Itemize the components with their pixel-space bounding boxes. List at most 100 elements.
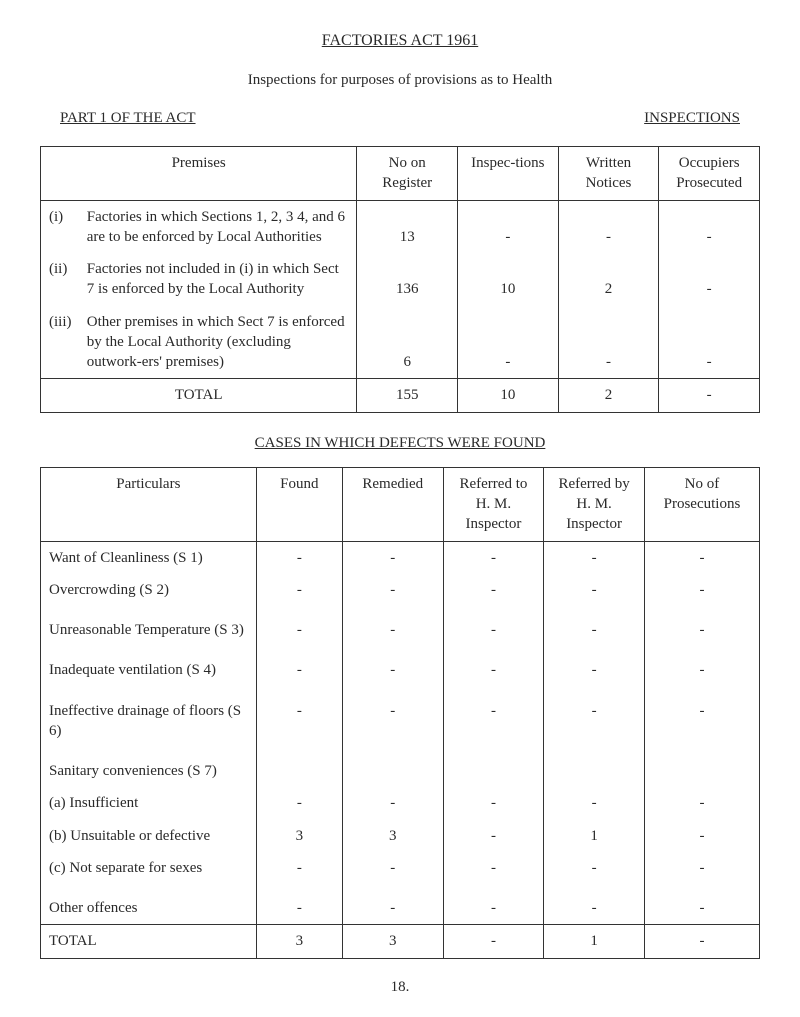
table-row: Sanitary conveniences (S 7) [41,747,760,787]
cell: - [342,852,443,884]
table-row: (a) Insufficient----- [41,787,760,819]
particulars-cell: (b) Unsuitable or defective [41,820,257,852]
col-prosecutions: No of Prosecutions [644,467,759,541]
cell: - [443,574,544,606]
page-number: 18. [40,977,760,997]
cell: - [443,541,544,574]
cell: - [458,306,559,379]
particulars-cell: Unreasonable Temperature (S 3) [41,606,257,646]
cell: - [443,787,544,819]
col-particulars: Particulars [41,467,257,541]
cell: - [256,787,342,819]
cell: - [256,574,342,606]
cell: - [342,646,443,686]
row-roman: (iii) [49,312,83,332]
particulars-cell: Other offences [41,884,257,925]
cell: - [256,687,342,748]
cell: 3 [256,925,342,958]
cell: - [659,379,760,412]
cell: - [558,306,659,379]
col-inspections: Inspec-tions [458,147,559,201]
row-roman: (i) [49,207,83,227]
cell: - [256,606,342,646]
cell: - [644,884,759,925]
total-label: TOTAL [41,925,257,958]
cell: 6 [357,306,458,379]
cell: - [256,852,342,884]
cell: - [644,787,759,819]
cell: - [544,646,645,686]
cell: 2 [558,253,659,306]
cell: 2 [558,379,659,412]
cell: 1 [544,925,645,958]
cell: - [342,884,443,925]
cell: - [342,541,443,574]
cell: - [443,606,544,646]
col-ref-hm: Referred to H. M. Inspector [443,467,544,541]
col-found: Found [256,467,342,541]
cell: 1 [544,820,645,852]
table-row: (ii) Factories not included in (i) in wh… [41,253,760,306]
cell: - [644,687,759,748]
table-row: (b) Unsuitable or defective33-1- [41,820,760,852]
cell: - [544,606,645,646]
cell [544,747,645,787]
cell: 13 [357,200,458,253]
cell: - [659,200,760,253]
cell: - [644,820,759,852]
cell [256,747,342,787]
cell [342,747,443,787]
inspections-label: INSPECTIONS [644,108,740,128]
cell: - [544,852,645,884]
col-occupiers-prosecuted: Occupiers Prosecuted [659,147,760,201]
cell [644,747,759,787]
particulars-cell: Overcrowding (S 2) [41,574,257,606]
cell [443,747,544,787]
col-no-on-register: No on Register [357,147,458,201]
cell: - [644,925,759,958]
cell: - [644,646,759,686]
cell: - [256,646,342,686]
particulars-cell: (c) Not separate for sexes [41,852,257,884]
col-ref-by-hm: Referred by H. M. Inspector [544,467,645,541]
cell: - [544,574,645,606]
particulars-cell: Inadequate ventilation (S 4) [41,646,257,686]
cell: 136 [357,253,458,306]
cell: - [342,687,443,748]
table-row: (iii) Other premises in which Sect 7 is … [41,306,760,379]
cell: - [544,687,645,748]
table-total-row: TOTAL 3 3 - 1 - [41,925,760,958]
cell: - [558,200,659,253]
defects-table: Particulars Found Remedied Referred to H… [40,467,760,959]
row-desc: Factories not included in (i) in which S… [87,259,348,300]
cell: 10 [458,253,559,306]
cell: - [544,541,645,574]
table-row: Ineffective drainage of floors (S 6)----… [41,687,760,748]
cell: - [659,306,760,379]
cell: - [644,574,759,606]
cell: 155 [357,379,458,412]
cell: - [342,787,443,819]
particulars-cell: Want of Cleanliness (S 1) [41,541,257,574]
cell: - [544,787,645,819]
particulars-cell: Ineffective drainage of floors (S 6) [41,687,257,748]
table-row: (i) Factories in which Sections 1, 2, 3 … [41,200,760,253]
cell: - [644,541,759,574]
cell: 3 [342,820,443,852]
cell: - [443,687,544,748]
col-remedied: Remedied [342,467,443,541]
cell: 10 [458,379,559,412]
cell: - [644,606,759,646]
cell: - [443,925,544,958]
cell: - [659,253,760,306]
col-written-notices: Written Notices [558,147,659,201]
table-row: Inadequate ventilation (S 4)----- [41,646,760,686]
cell: - [342,574,443,606]
cell: - [256,541,342,574]
cell: - [544,884,645,925]
defects-title: CASES IN WHICH DEFECTS WERE FOUND [40,433,760,453]
table-row: Other offences----- [41,884,760,925]
col-premises: Premises [41,147,357,201]
cell: - [443,852,544,884]
act-title: FACTORIES ACT 1961 [40,30,760,52]
